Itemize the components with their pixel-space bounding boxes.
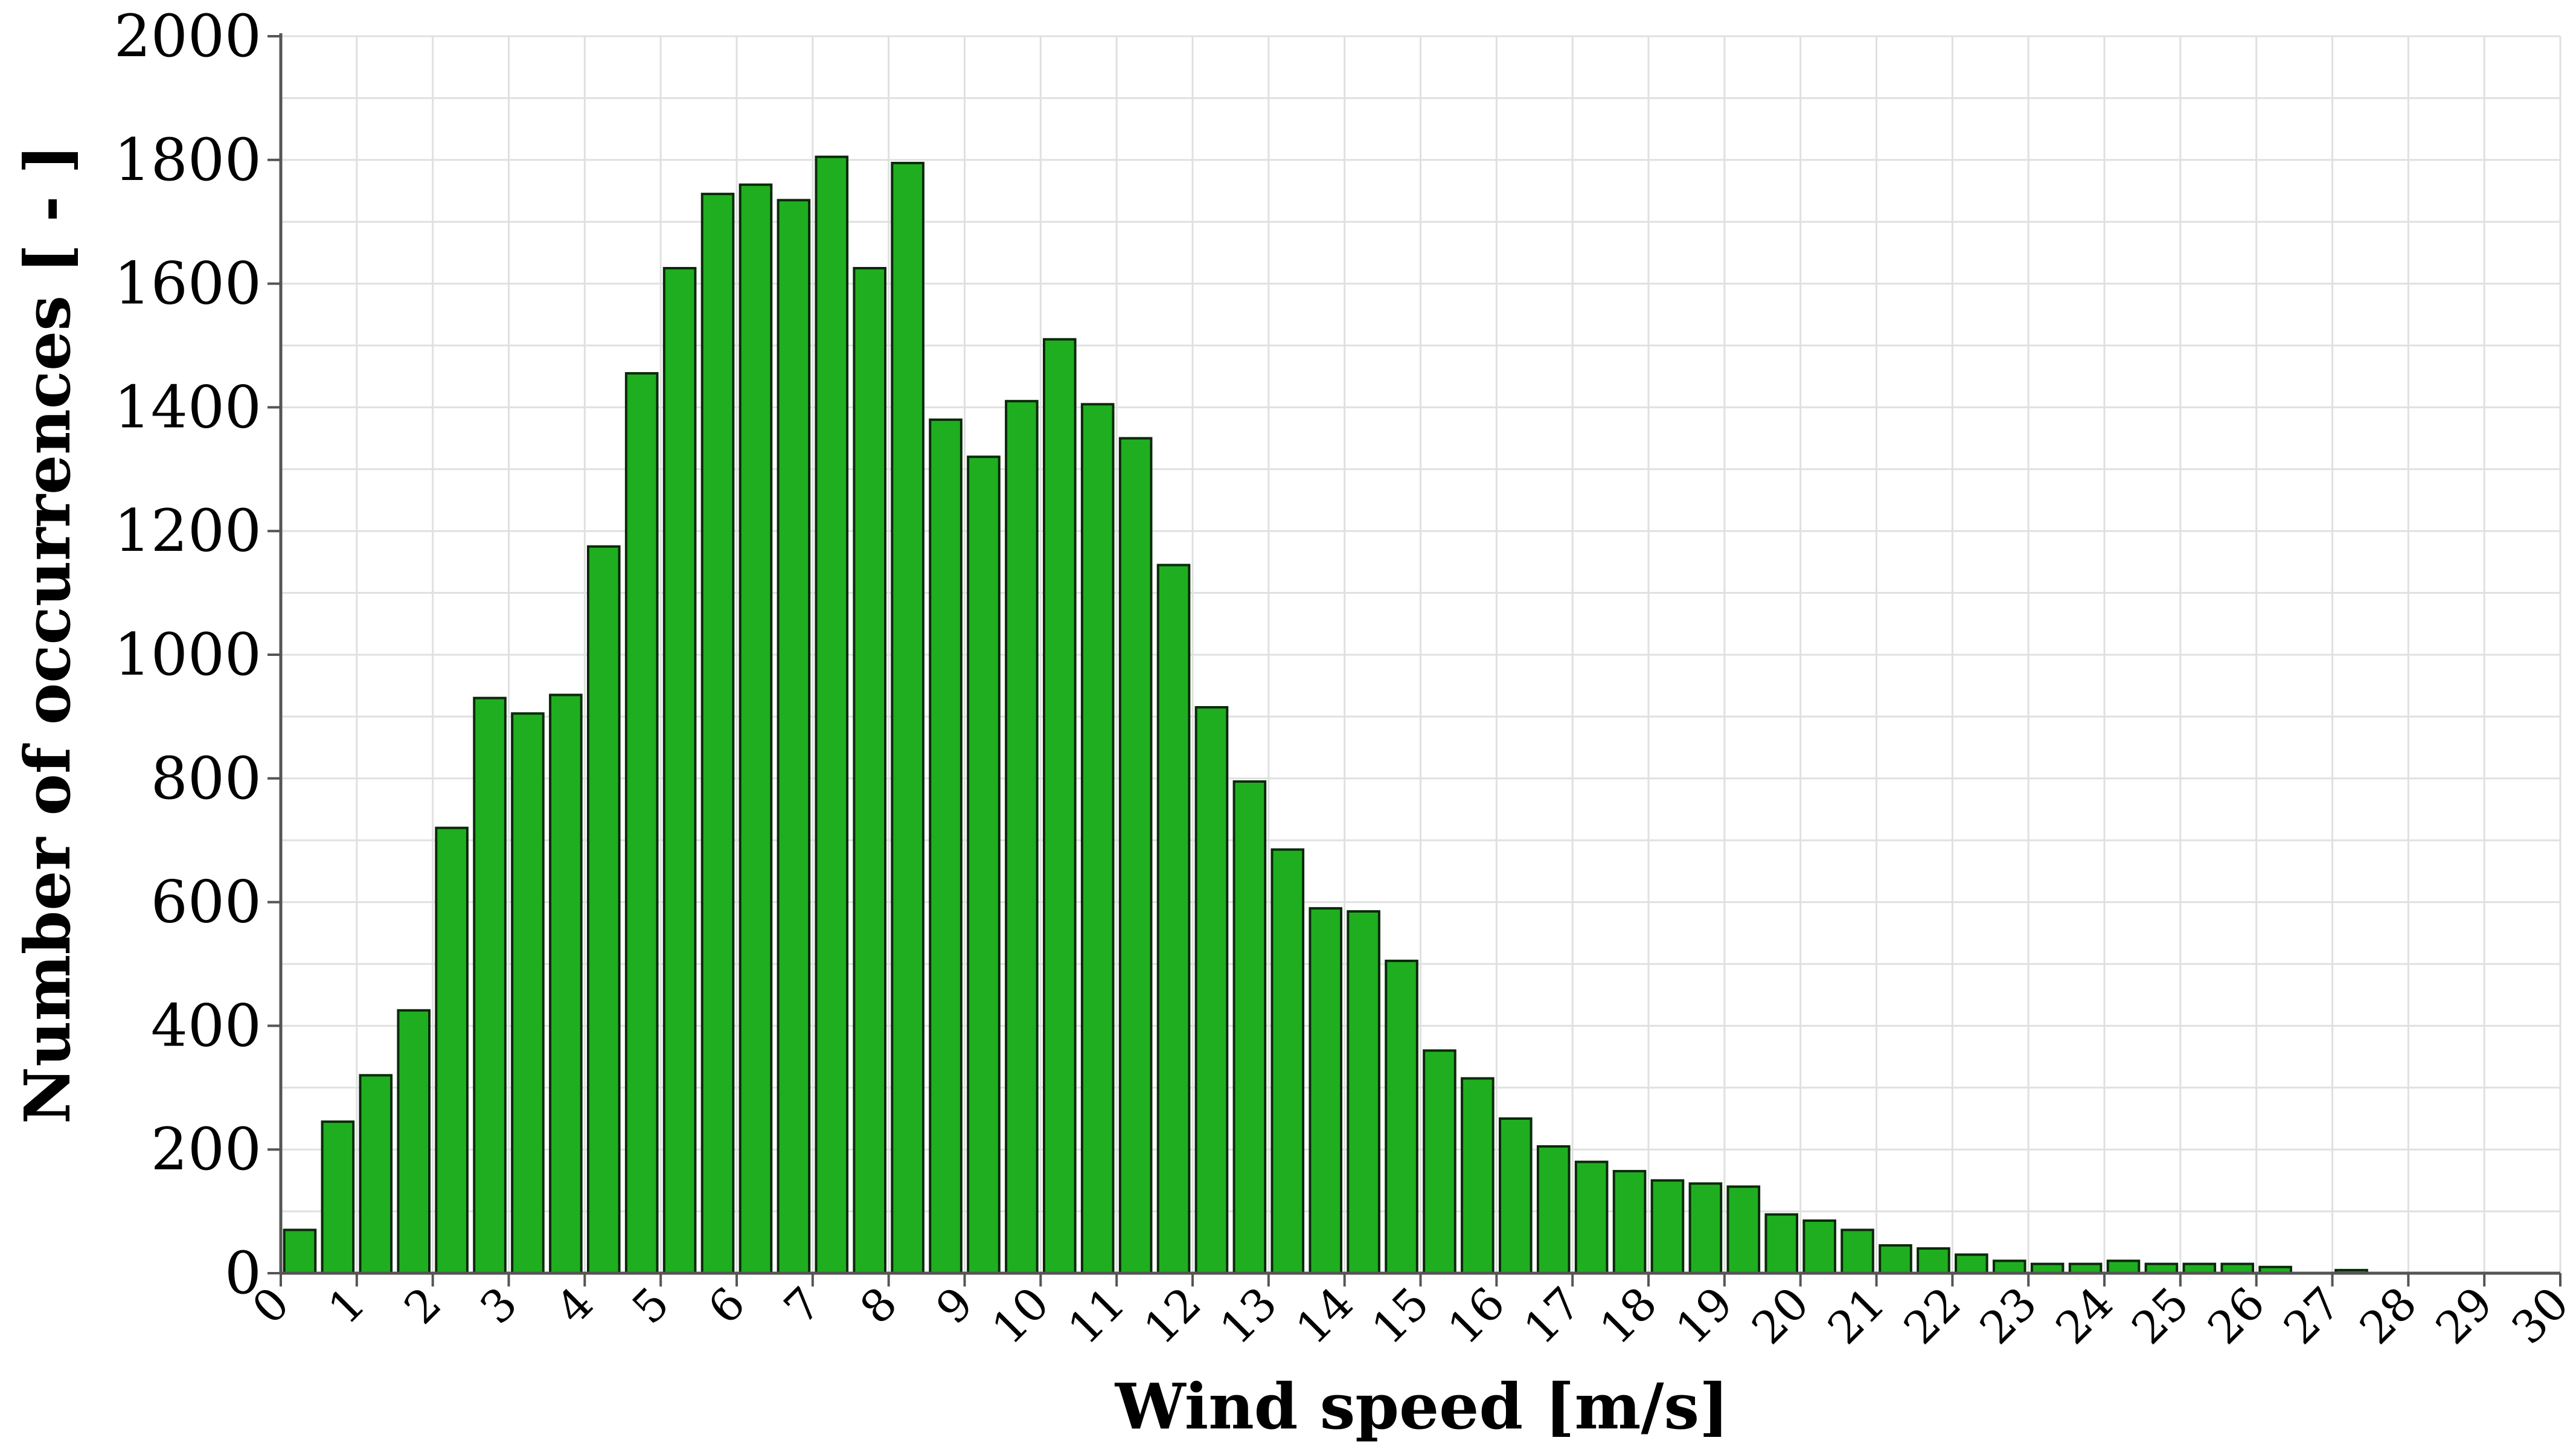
bar [662, 267, 697, 1274]
x-tick-label: 7 [774, 1277, 831, 1334]
bar [1954, 1253, 1988, 1275]
x-tick-label: 4 [546, 1277, 603, 1334]
x-tick-label: 27 [2274, 1277, 2351, 1354]
bar [929, 418, 963, 1274]
x-tick-label: 9 [926, 1277, 983, 1334]
bar [2106, 1259, 2141, 1275]
x-tick-label: 26 [2198, 1277, 2275, 1354]
bar [1347, 910, 1380, 1274]
bar [1879, 1244, 1912, 1274]
x-tick-label: 8 [850, 1277, 907, 1334]
x-tick-label: 22 [1894, 1277, 1971, 1354]
bar [1080, 403, 1115, 1274]
bar [700, 193, 735, 1274]
x-tick-label: 1 [318, 1277, 375, 1334]
bar [1802, 1219, 1836, 1274]
x-tick-label: 20 [1742, 1277, 1819, 1354]
y-tick-label: 2000 [114, 2, 261, 70]
x-axis-title: Wind speed [m/s] [1115, 1369, 1729, 1444]
bar [283, 1229, 317, 1274]
bar [1461, 1077, 1495, 1274]
x-tick-label: 10 [982, 1277, 1059, 1354]
bar [891, 161, 924, 1274]
x-tick-label: 13 [1210, 1277, 1287, 1354]
bar [1688, 1182, 1723, 1275]
bar [359, 1074, 393, 1274]
bar [586, 545, 621, 1274]
x-tick-label: 15 [1362, 1277, 1439, 1354]
bar [321, 1120, 355, 1274]
bar [435, 826, 469, 1274]
x-tick-labels: 0 1 2 3 4 5 6 7 8 9101112131415161718192021222324… [243, 1277, 2576, 1354]
y-tick-label: 600 [151, 869, 261, 936]
bar [397, 1009, 431, 1275]
bar [1005, 400, 1039, 1274]
bar [1992, 1259, 2027, 1275]
x-tick-label: 30 [2502, 1277, 2576, 1354]
x-tick-label: 25 [2122, 1277, 2199, 1354]
bar [853, 267, 887, 1274]
y-tick-label: 1600 [114, 250, 261, 318]
bar [1194, 706, 1229, 1275]
bar [1270, 848, 1305, 1275]
grid-lines [281, 35, 2562, 1273]
y-tick-label: 200 [151, 1116, 261, 1183]
x-tick-label: 21 [1818, 1277, 1895, 1354]
bar [624, 372, 659, 1275]
y-tick-labels: 0 200 400 600 800 1000 1200 1400 1600 1800 2000 [114, 2, 261, 1307]
bar [1156, 564, 1191, 1274]
x-tick-label: 11 [1058, 1277, 1135, 1354]
x-tick-label: 3 [470, 1277, 527, 1334]
y-tick-label: 400 [151, 992, 261, 1059]
bar [1423, 1049, 1456, 1274]
x-tick-label: 18 [1590, 1277, 1667, 1354]
x-tick-label: 16 [1438, 1277, 1515, 1354]
x-tick-label: 17 [1514, 1277, 1591, 1354]
x-tick-label: 5 [623, 1277, 679, 1334]
y-tick-label: 1800 [114, 126, 261, 194]
bar [739, 183, 773, 1274]
bar [1574, 1160, 1609, 1275]
bar [1612, 1170, 1647, 1275]
x-tick-label: 12 [1134, 1277, 1211, 1354]
x-tick-label: 24 [2046, 1277, 2123, 1354]
bar [511, 712, 545, 1274]
bar [1917, 1247, 1950, 1275]
bar [549, 693, 583, 1275]
bar [1726, 1185, 1761, 1275]
x-tick-label: 29 [2426, 1277, 2502, 1354]
axes [268, 33, 2562, 1286]
bar [1042, 338, 1077, 1274]
bar [1232, 780, 1267, 1275]
bar [815, 155, 849, 1274]
x-tick-label: 28 [2350, 1277, 2427, 1354]
y-axis-title: Number of occurrences [ - ] [10, 144, 85, 1124]
bar [473, 696, 507, 1275]
x-tick-label: 14 [1286, 1277, 1363, 1354]
y-tick-label: 1000 [114, 621, 261, 689]
x-tick-label: 2 [394, 1277, 451, 1334]
bar [1309, 907, 1343, 1274]
y-tick-label: 0 [225, 1239, 261, 1307]
y-tick-label: 1200 [114, 497, 261, 565]
x-tick-label: 19 [1666, 1277, 1743, 1354]
bar [1536, 1145, 1571, 1274]
x-tick-label: 6 [699, 1277, 755, 1334]
bar [1385, 959, 1418, 1274]
bar [1764, 1213, 1799, 1274]
bar [1650, 1179, 1685, 1275]
bar [777, 199, 811, 1274]
bar [1118, 437, 1153, 1274]
bars [283, 155, 2368, 1275]
y-tick-label: 800 [151, 745, 261, 812]
bar [1498, 1117, 1533, 1274]
bar [967, 455, 1001, 1275]
bar [1841, 1229, 1874, 1274]
x-tick-label: 23 [1970, 1277, 2046, 1354]
y-tick-label: 1400 [114, 373, 261, 441]
